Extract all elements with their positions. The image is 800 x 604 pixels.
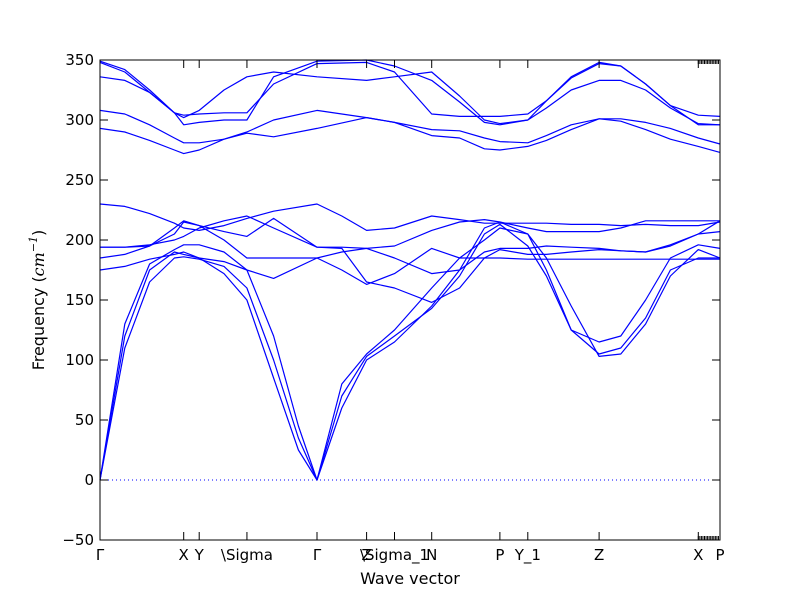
x-tick-label-0: Γ — [96, 546, 105, 564]
x-tick-label-4: Γ — [313, 546, 322, 564]
y-tick-labels: −50 0 50 100 150 200 250 300 350 — [62, 51, 94, 549]
y-tick-label-0: −50 — [62, 531, 94, 549]
band-line-2 — [99, 223, 721, 481]
band-line-3 — [99, 227, 721, 481]
band-line-4 — [99, 247, 720, 285]
series-layer — [99, 59, 721, 481]
y-tick-label-6: 250 — [65, 171, 94, 189]
band-line-11 — [99, 71, 721, 126]
y-tick-label-3: 100 — [65, 351, 94, 369]
y-axis-label-exp: −1 — [27, 236, 40, 252]
x-tick-label-6: \Sigma_1 — [360, 546, 429, 565]
band-line-1 — [99, 221, 720, 481]
plot-frame — [99, 59, 721, 541]
x-tick-label-11: X — [693, 546, 703, 564]
x-tick-label-12: P — [715, 546, 724, 564]
band-line-6 — [100, 217, 720, 249]
y-tick-label-8: 350 — [65, 51, 94, 69]
y-tick-label-4: 150 — [65, 291, 94, 309]
x-tick-labels: Γ X Y \Sigma Γ Z\Sigma_1N P Y_1 Z X P — [96, 546, 725, 565]
y-axis-label: Frequency (cm−1) — [27, 230, 48, 371]
band-line-5 — [99, 220, 721, 275]
x-tick-label-9: Y_1 — [514, 546, 541, 565]
x-tick-label-3: \Sigma — [221, 546, 273, 564]
y-axis-label-close: ) — [29, 230, 48, 236]
x-axis-label: Wave vector — [360, 569, 460, 588]
x-tick-label-7: N — [426, 546, 437, 564]
y-tick-label-1: 0 — [84, 471, 94, 489]
band-line-10 — [99, 109, 721, 145]
y-tick-label-5: 200 — [65, 231, 94, 249]
band-line-7 — [99, 203, 721, 231]
band-line-9 — [99, 116, 721, 155]
band-line-8 — [100, 215, 721, 303]
x-tick-label-2: Y — [194, 546, 205, 564]
band-line-13 — [99, 59, 720, 126]
x-tick-label-8: P — [495, 546, 504, 564]
x-tick-label-5: Z — [361, 546, 371, 564]
y-tick-label-2: 50 — [75, 411, 94, 429]
y-tick-label-7: 300 — [65, 111, 94, 129]
y-axis-label-unit: cm — [29, 252, 48, 276]
x-tick-label-10: Z — [594, 546, 604, 564]
ticks-layer — [99, 59, 721, 541]
y-axis-label-main: Frequency ( — [29, 276, 48, 370]
x-tick-label-1: X — [179, 546, 189, 564]
